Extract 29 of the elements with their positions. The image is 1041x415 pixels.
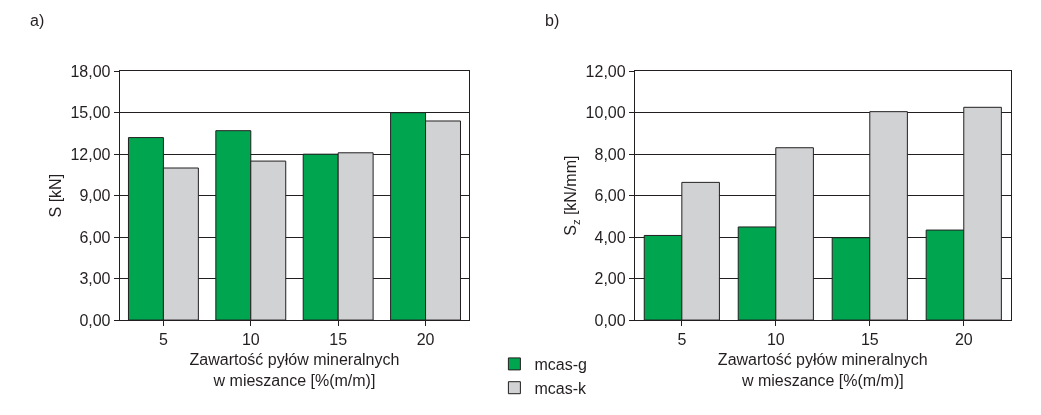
y-tick-label: 0,00 — [594, 311, 626, 329]
y-tick-label: 10,00 — [585, 104, 626, 122]
x-tick-label: 20 — [954, 331, 973, 349]
y-tick-label: 0,00 — [79, 311, 111, 329]
y-tick-label: 2,00 — [594, 270, 626, 288]
x-tick-label: 5 — [158, 331, 168, 349]
y-axis-title: S [kN] — [47, 173, 65, 218]
x-tick-label: 10 — [766, 331, 785, 349]
y-tick-label: 12,00 — [585, 62, 626, 80]
legend-label: mcas-k — [534, 379, 587, 397]
y-tick-label: 15,00 — [70, 104, 111, 122]
y-tick-label: 6,00 — [79, 228, 111, 246]
x-tick-label: 20 — [416, 331, 435, 349]
y-tick-label: 8,00 — [594, 145, 626, 163]
y-tick-label: 9,00 — [79, 187, 111, 205]
x-axis-title: Zawartość pyłów mineralnych w mieszance [%(m/m)] — [717, 350, 928, 389]
chart-title: b) — [545, 12, 560, 29]
x-tick-label: 5 — [677, 331, 687, 349]
y-tick-label: 18,00 — [70, 62, 111, 80]
y-tick-label: 3,00 — [79, 270, 111, 288]
x-axis-title: Zawartość pyłów mineralnych w mieszance [%(m/m)] — [189, 350, 400, 389]
x-tick-label: 15 — [329, 331, 348, 349]
chart-title: a) — [30, 12, 45, 29]
y-tick-label: 12,00 — [70, 145, 111, 163]
legend-label: mcas-g — [534, 356, 587, 374]
y-tick-label: 6,00 — [594, 187, 626, 205]
y-tick-label: 4,00 — [594, 228, 626, 246]
x-tick-label: 10 — [241, 331, 260, 349]
x-tick-label: 15 — [860, 331, 879, 349]
